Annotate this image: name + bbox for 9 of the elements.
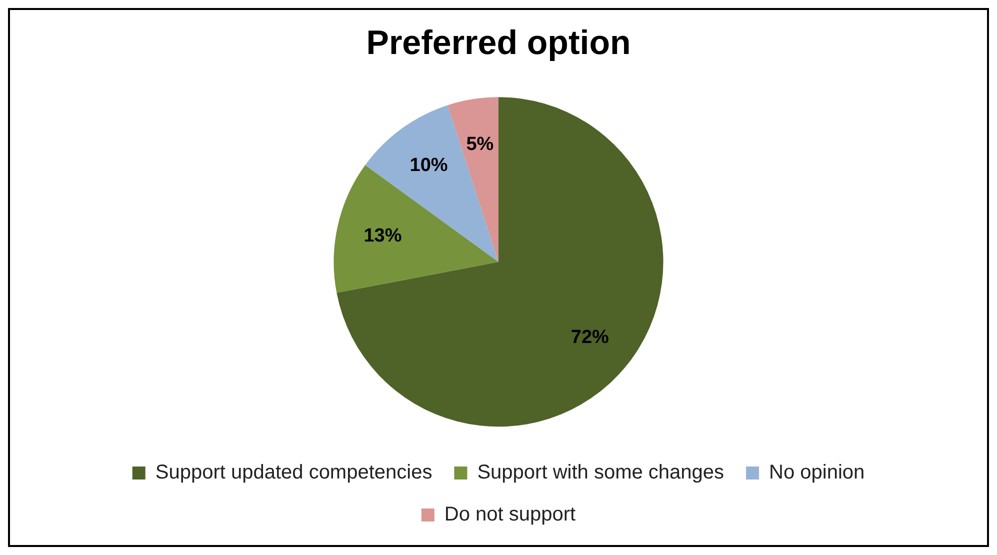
data-label: 13% [364, 225, 402, 246]
chart-title: Preferred option [366, 24, 631, 62]
legend-label: Do not support [444, 504, 576, 526]
data-label: 72% [570, 326, 610, 348]
legend-label: Support with some changes [477, 462, 724, 484]
legend-label: Support updated competencies [155, 462, 432, 484]
data-label: 5% [466, 134, 494, 155]
legend-label: No opinion [769, 462, 865, 484]
data-label: 10% [410, 155, 448, 176]
